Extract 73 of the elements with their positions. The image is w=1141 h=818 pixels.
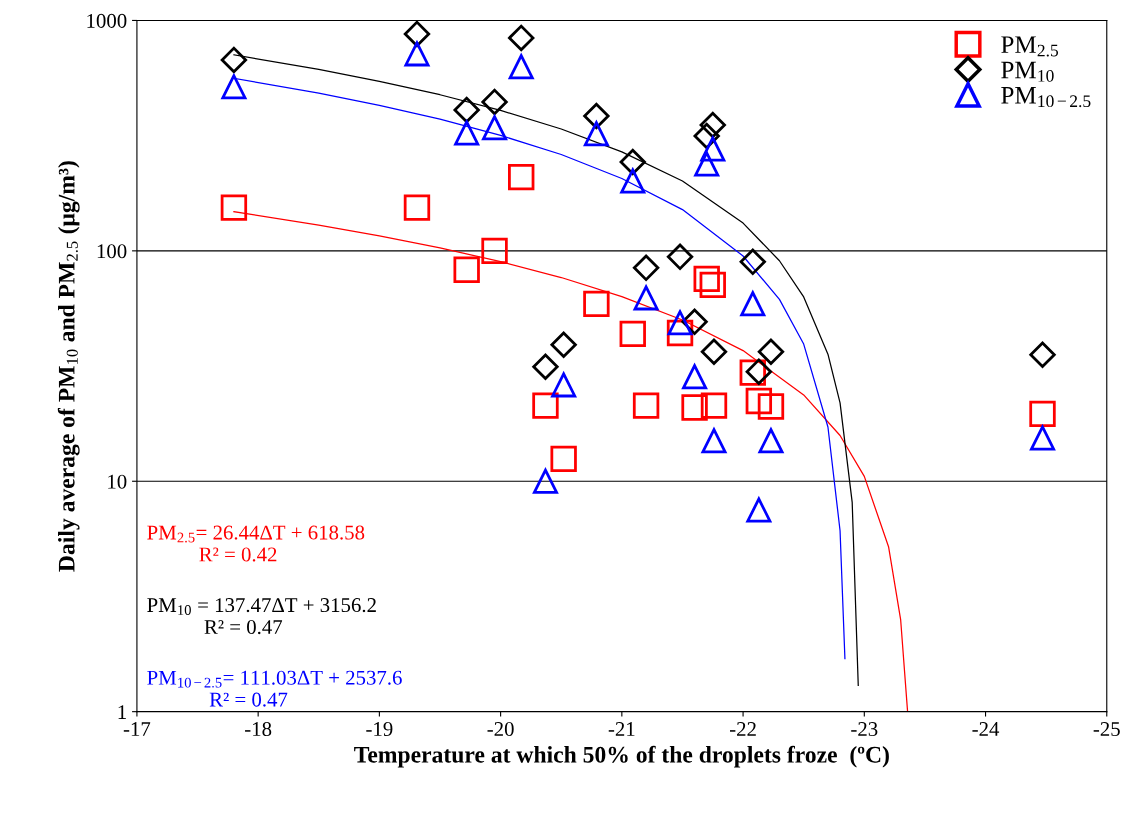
x-tick-label: -18	[245, 721, 272, 737]
point	[632, 392, 660, 419]
y-tick-label: 1000	[87, 13, 127, 28]
point	[666, 243, 694, 271]
y-tick-label: 10	[108, 474, 127, 489]
x-tick-label: -25	[1093, 722, 1120, 737]
legend-label: PM$_{10−2.5}$	[1001, 87, 1091, 108]
legend-label: PM$_{10}$	[1001, 61, 1054, 82]
y-tick-label: 1	[118, 705, 126, 719]
x-tick-label: -22	[729, 722, 756, 736]
point	[481, 88, 508, 116]
point	[745, 387, 773, 415]
x-tick-label: -24	[972, 722, 1000, 736]
point	[453, 96, 480, 124]
point	[482, 115, 508, 141]
point	[739, 248, 766, 276]
point	[632, 254, 660, 281]
point	[633, 285, 659, 311]
point	[508, 54, 534, 80]
point	[619, 320, 646, 348]
point	[682, 364, 708, 390]
point	[583, 121, 609, 147]
point	[1030, 425, 1056, 451]
point	[740, 291, 766, 317]
point	[745, 495, 772, 523]
point	[481, 237, 508, 265]
point	[745, 358, 773, 385]
point	[532, 392, 559, 419]
point	[404, 41, 430, 67]
annotation: PM$_{10}$ = 137.47ΔT + 3156.2 R² = 0.47	[147, 598, 376, 635]
point	[757, 393, 785, 420]
x-axis-title: Temperature at which 50% of the droplets froze (ºC)	[354, 745, 889, 768]
point	[583, 102, 610, 130]
point	[700, 338, 728, 365]
point	[694, 151, 720, 177]
point	[681, 394, 708, 421]
point	[551, 372, 577, 398]
point	[550, 331, 577, 358]
point	[403, 194, 431, 221]
x-tick-label: -20	[487, 721, 514, 737]
point	[620, 168, 646, 194]
point	[701, 428, 727, 454]
annotation: PM$_{10−2.5}$= 111.03ΔT + 2537.6 R² = 0.47	[147, 670, 402, 707]
x-tick-label: -23	[851, 722, 878, 737]
point	[453, 256, 480, 283]
x-tick-label: -21	[608, 722, 635, 736]
point	[532, 468, 558, 494]
point	[667, 310, 693, 336]
point	[583, 290, 610, 318]
point	[221, 74, 247, 100]
point	[550, 445, 577, 473]
y-tick-label: 100	[97, 244, 127, 259]
y-axis-title: Daily average of PM$_{10}$ and PM$_{2.5}$ (μg/m³)	[57, 161, 80, 572]
point	[700, 136, 726, 162]
point	[508, 24, 535, 52]
point	[1029, 400, 1056, 428]
x-tick-label: -19	[366, 722, 393, 737]
point	[454, 120, 480, 146]
point	[699, 111, 726, 139]
point	[700, 392, 728, 419]
x-tick-label: -17	[123, 722, 151, 736]
point	[619, 148, 646, 176]
point	[220, 194, 248, 221]
point	[508, 163, 535, 191]
point	[220, 46, 248, 74]
point	[693, 265, 720, 293]
point	[757, 338, 785, 365]
point	[699, 271, 726, 299]
point	[1029, 341, 1056, 368]
legend-label: PM$_{2.5}$	[1001, 36, 1059, 57]
point	[532, 353, 559, 380]
point	[758, 428, 784, 454]
annotation: PM$_{2.5}$= 26.44ΔT + 618.58 R² = 0.42	[147, 525, 365, 562]
